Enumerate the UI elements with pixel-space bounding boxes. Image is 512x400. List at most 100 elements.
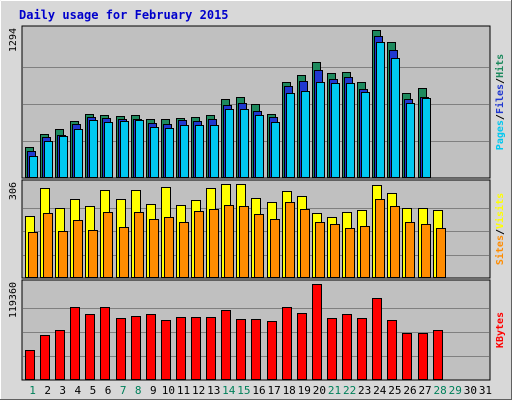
bar-kbytes-day-25 <box>387 320 397 380</box>
bar-kbytes-day-15 <box>236 319 246 380</box>
bar-pages-day-24 <box>376 42 385 178</box>
bar-kbytes-day-7 <box>116 318 126 380</box>
bar-sites-day-6 <box>103 212 113 278</box>
bar-sites-day-22 <box>345 228 355 278</box>
bar-pages-day-15 <box>240 109 249 178</box>
bar-kbytes-day-3 <box>55 330 65 380</box>
bar-kbytes-day-13 <box>206 317 216 380</box>
bar-pages-day-9 <box>150 127 159 178</box>
bar-kbytes-day-17 <box>267 321 277 380</box>
panel-middle: 306 <box>8 179 491 279</box>
panel-bottom: 119360 <box>8 279 491 381</box>
bar-sites-day-28 <box>436 228 446 278</box>
bar-sites-day-26 <box>405 222 415 278</box>
day-label-29: 29 <box>449 384 462 397</box>
bar-pages-day-17 <box>271 122 280 178</box>
day-label-6: 6 <box>105 384 112 397</box>
day-label-12: 12 <box>192 384 205 397</box>
day-label-13: 13 <box>207 384 220 397</box>
bar-kbytes-day-12 <box>191 317 201 380</box>
bar-sites-day-17 <box>270 219 280 278</box>
bar-kbytes-day-27 <box>418 333 428 380</box>
bar-pages-day-10 <box>165 128 174 178</box>
bar-pages-day-23 <box>361 92 370 178</box>
chart-panels: 1294 306 119360 <box>8 25 491 381</box>
day-label-23: 23 <box>358 384 371 397</box>
bar-pages-day-8 <box>135 120 144 178</box>
side-label-bottom-part-0: KBytes <box>495 312 506 348</box>
day-label-27: 27 <box>418 384 431 397</box>
day-label-20: 20 <box>313 384 326 397</box>
day-label-28: 28 <box>434 384 447 397</box>
bar-pages-day-14 <box>225 109 234 178</box>
bar-sites-day-13 <box>209 209 219 278</box>
bar-sites-day-12 <box>194 211 204 278</box>
bar-pages-day-2 <box>44 141 53 178</box>
bar-sites-day-10 <box>164 217 174 278</box>
day-label-19: 19 <box>298 384 311 397</box>
side-label-top-part-1: / <box>495 114 506 120</box>
bar-kbytes-day-23 <box>357 318 367 380</box>
side-label-top-part-3: / <box>495 78 506 84</box>
day-label-26: 26 <box>403 384 416 397</box>
bar-pages-day-13 <box>210 125 219 178</box>
bar-sites-day-18 <box>285 202 295 278</box>
day-label-24: 24 <box>373 384 387 397</box>
bar-kbytes-day-9 <box>146 314 156 380</box>
side-label-bottom: KBytes <box>495 312 506 348</box>
day-label-16: 16 <box>252 384 265 397</box>
bar-pages-day-18 <box>286 93 295 178</box>
panel-top-max-label: 1294 <box>8 28 19 52</box>
bar-sites-day-3 <box>58 231 68 278</box>
bar-kbytes-day-11 <box>176 317 186 380</box>
bar-kbytes-day-2 <box>40 335 50 380</box>
day-label-10: 10 <box>162 384 175 397</box>
bar-sites-day-16 <box>254 214 264 278</box>
bar-kbytes-day-24 <box>372 298 382 380</box>
bar-sites-day-14 <box>224 205 234 278</box>
bar-sites-day-21 <box>330 224 340 278</box>
day-label-11: 11 <box>177 384 190 397</box>
day-label-9: 9 <box>150 384 157 397</box>
bar-sites-day-1 <box>28 232 38 278</box>
bar-pages-day-7 <box>120 121 129 178</box>
day-label-15: 15 <box>237 384 250 397</box>
day-label-25: 25 <box>388 384 401 397</box>
bar-kbytes-day-26 <box>402 333 412 380</box>
bar-sites-day-11 <box>179 222 189 278</box>
day-label-21: 21 <box>328 384 341 397</box>
bar-kbytes-day-4 <box>70 307 80 380</box>
side-label-top-part-0: Pages <box>495 120 506 150</box>
bar-pages-day-6 <box>104 122 113 178</box>
side-label-middle-part-1: / <box>495 229 506 235</box>
day-label-1: 1 <box>29 384 36 397</box>
bar-sites-day-19 <box>300 209 310 278</box>
bar-sites-day-23 <box>360 226 370 278</box>
bar-kbytes-day-21 <box>327 318 337 380</box>
bar-pages-day-1 <box>29 156 38 178</box>
side-label-middle-part-2: Visits <box>494 193 506 229</box>
side-label-top: Pages/Files/Hits <box>494 54 506 150</box>
bar-kbytes-day-14 <box>221 310 231 380</box>
bar-pages-day-3 <box>59 136 68 178</box>
bar-pages-day-5 <box>89 120 98 178</box>
day-label-7: 7 <box>120 384 127 397</box>
side-label-middle-part-0: Sites <box>494 235 506 265</box>
bar-sites-day-5 <box>88 230 98 278</box>
bar-kbytes-day-22 <box>342 314 352 380</box>
bar-pages-day-26 <box>406 103 415 178</box>
bar-pages-day-22 <box>346 83 355 178</box>
day-label-18: 18 <box>283 384 296 397</box>
bar-kbytes-day-5 <box>85 314 95 380</box>
day-label-5: 5 <box>90 384 97 397</box>
bar-pages-day-20 <box>316 82 325 178</box>
bar-sites-day-15 <box>239 206 249 278</box>
day-label-30: 30 <box>464 384 477 397</box>
day-label-8: 8 <box>135 384 142 397</box>
bar-pages-day-27 <box>422 98 431 178</box>
bar-kbytes-day-19 <box>297 313 307 380</box>
bar-kbytes-day-1 <box>25 350 35 380</box>
day-label-17: 17 <box>267 384 280 397</box>
bar-pages-day-19 <box>301 91 310 178</box>
